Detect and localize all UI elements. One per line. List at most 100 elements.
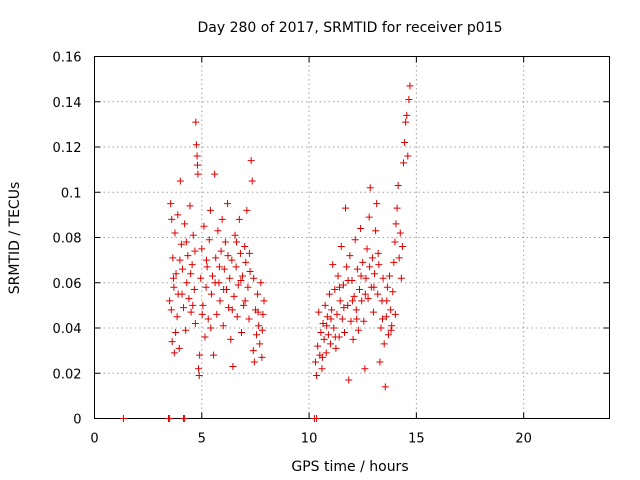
data-point [189, 301, 197, 309]
data-point [403, 111, 411, 119]
data-point [331, 333, 339, 341]
data-point [197, 274, 205, 282]
data-point [342, 204, 350, 212]
data-point [376, 358, 384, 366]
data-point [217, 247, 225, 255]
data-point [226, 274, 234, 282]
data-point [370, 283, 378, 291]
y-tick-label: 0.14 [53, 96, 82, 111]
data-point [353, 315, 361, 323]
data-point [340, 329, 348, 337]
data-point [204, 315, 212, 323]
data-point [227, 335, 235, 343]
data-point [359, 258, 367, 266]
data-point [323, 322, 331, 330]
data-point [315, 308, 323, 316]
data-point [194, 170, 202, 178]
data-point [313, 372, 321, 380]
data-point [365, 213, 373, 221]
data-point [183, 279, 191, 287]
data-point [250, 358, 258, 366]
data-point [166, 297, 174, 305]
y-tick-label: 0.02 [53, 367, 82, 382]
data-point [327, 340, 335, 348]
data-point [188, 261, 196, 269]
data-point [352, 306, 360, 314]
data-point [201, 333, 209, 341]
data-point [395, 254, 403, 262]
y-tick-label: 0.08 [53, 232, 82, 247]
data-point [366, 263, 374, 271]
data-point [340, 304, 348, 312]
data-point [254, 308, 262, 316]
data-point [178, 265, 186, 273]
data-point [374, 249, 382, 257]
data-point [211, 170, 219, 178]
data-point [189, 231, 197, 239]
data-point [228, 306, 236, 314]
data-point [255, 322, 263, 330]
data-point [233, 313, 241, 321]
y-tick-label: 0 [73, 413, 81, 428]
data-point [247, 157, 255, 165]
data-point [230, 292, 238, 300]
data-point [257, 279, 265, 287]
data-point [336, 283, 344, 291]
data-point [353, 265, 361, 273]
data-point [357, 272, 365, 280]
data-point [325, 290, 333, 298]
data-point [172, 270, 180, 278]
data-point [182, 326, 190, 334]
data-point [176, 177, 184, 185]
x-tick-label: 20 [515, 432, 532, 447]
data-point [242, 258, 250, 266]
data-point [321, 301, 329, 309]
data-point [380, 340, 388, 348]
data-point [317, 329, 325, 337]
data-point [331, 286, 339, 294]
data-point [182, 238, 190, 246]
data-point [190, 286, 198, 294]
data-point [202, 283, 210, 291]
data-point [169, 254, 177, 262]
y-tick-label: 0.04 [53, 322, 82, 337]
data-point [337, 243, 345, 251]
data-point [234, 281, 242, 289]
data-point [203, 263, 211, 271]
data-point [381, 383, 389, 391]
data-point [406, 82, 414, 90]
data-point [388, 322, 396, 330]
data-point [382, 313, 390, 321]
data-point [166, 415, 174, 422]
data-point [168, 338, 176, 346]
data-point [195, 372, 203, 380]
data-point [374, 290, 382, 298]
data-point [348, 297, 356, 305]
data-point [362, 274, 370, 282]
data-point [176, 256, 184, 264]
data-point [180, 304, 188, 312]
data-point [345, 376, 353, 384]
data-point [318, 353, 326, 361]
data-point [170, 283, 178, 291]
data-point [225, 304, 233, 312]
data-point [168, 215, 176, 223]
data-point [229, 362, 237, 370]
data-point [212, 254, 220, 262]
data-point [224, 200, 232, 208]
data-point [216, 297, 224, 305]
data-point [393, 204, 401, 212]
data-point [258, 353, 266, 361]
data-point [181, 415, 189, 422]
data-point [312, 358, 320, 366]
data-point [198, 310, 206, 318]
data-point [368, 254, 376, 262]
x-axis-label: GPS time / hours [291, 459, 408, 475]
data-point [386, 272, 394, 280]
data-point [209, 272, 217, 280]
data-point [391, 238, 399, 246]
data-point [366, 184, 374, 192]
data-point [260, 297, 268, 305]
data-point [211, 279, 219, 287]
